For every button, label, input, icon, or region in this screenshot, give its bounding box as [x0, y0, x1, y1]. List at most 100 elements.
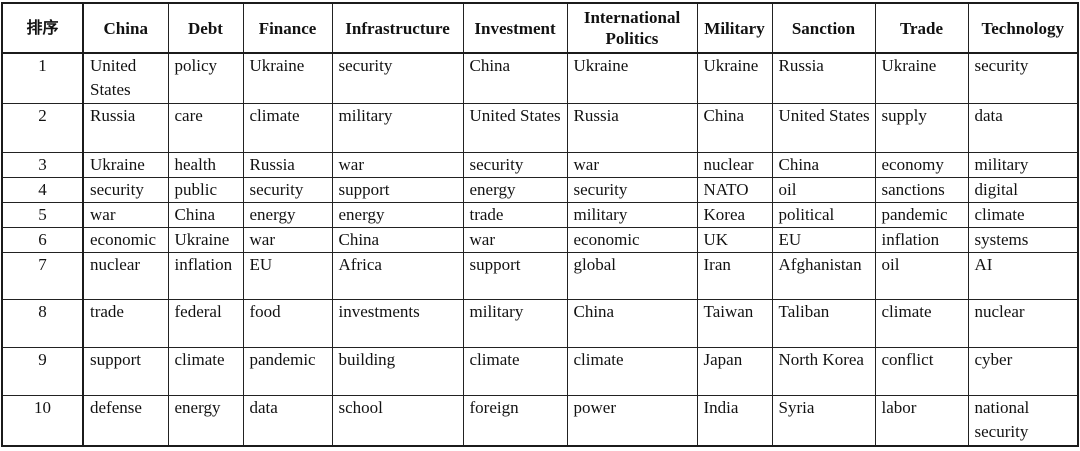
cell: security	[967, 52, 1079, 104]
rank-cell: 1	[1, 52, 84, 104]
rank-cell: 10	[1, 394, 84, 447]
cell: climate	[462, 346, 568, 396]
cell: trade	[82, 298, 169, 348]
cell: climate	[167, 346, 244, 396]
column-header: Sanction	[771, 2, 876, 54]
cell: North Korea	[771, 346, 876, 396]
cell: economy	[874, 151, 969, 178]
cell: investments	[331, 298, 464, 348]
table-row: 10 defense energy data school foreign power Ind…	[1, 394, 1079, 447]
column-header: Trade	[874, 2, 969, 54]
cell: nuclear	[696, 151, 773, 178]
cell: war	[331, 151, 464, 178]
rank-cell: 2	[1, 102, 84, 153]
cell: energy	[167, 394, 244, 447]
cell: security	[82, 176, 169, 203]
table-row: 9 support climate pandemic building climate cl…	[1, 346, 1079, 396]
table-row: 1 United States policy Ukraine security China…	[1, 52, 1079, 104]
cell: security	[462, 151, 568, 178]
column-header: Military	[696, 2, 773, 54]
cell: Ukraine	[242, 52, 333, 104]
cell: war	[462, 226, 568, 253]
cell: pandemic	[242, 346, 333, 396]
cell: Russia	[771, 52, 876, 104]
table-row: 3 Ukraine health Russia war security war nuclea…	[1, 151, 1079, 178]
rank-cell: 9	[1, 346, 84, 396]
column-header: Infrastructure	[331, 2, 464, 54]
cell: climate	[874, 298, 969, 348]
table-row: 5 war China energy energy trade military Korea p…	[1, 201, 1079, 228]
cell: AI	[967, 251, 1079, 300]
cell: China	[771, 151, 876, 178]
column-header: Investment	[462, 2, 568, 54]
rank-cell: 3	[1, 151, 84, 178]
cell: federal	[167, 298, 244, 348]
cell: global	[566, 251, 698, 300]
cell: climate	[566, 346, 698, 396]
cell: building	[331, 346, 464, 396]
cell: military	[566, 201, 698, 228]
cell: economic	[566, 226, 698, 253]
cell: security	[331, 52, 464, 104]
cell: data	[967, 102, 1079, 153]
cell: health	[167, 151, 244, 178]
cell: Ukraine	[874, 52, 969, 104]
cell: Ukraine	[696, 52, 773, 104]
table-row: 7 nuclear inflation EU Africa support global Ir…	[1, 251, 1079, 300]
cell: NATO	[696, 176, 773, 203]
rank-cell: 6	[1, 226, 84, 253]
cell: policy	[167, 52, 244, 104]
cell: security	[242, 176, 333, 203]
cell: Russia	[82, 102, 169, 153]
cell: supply	[874, 102, 969, 153]
cell: United States	[462, 102, 568, 153]
column-header: Debt	[167, 2, 244, 54]
cell: sanctions	[874, 176, 969, 203]
cell: United States	[82, 52, 169, 104]
cell: China	[167, 201, 244, 228]
rank-cell: 5	[1, 201, 84, 228]
cell: foreign	[462, 394, 568, 447]
cell: digital	[967, 176, 1079, 203]
cell: systems	[967, 226, 1079, 253]
cell: Afghanistan	[771, 251, 876, 300]
column-header: China	[82, 2, 169, 54]
cell: support	[82, 346, 169, 396]
cell: India	[696, 394, 773, 447]
cell: China	[331, 226, 464, 253]
cell: energy	[331, 201, 464, 228]
cell: war	[82, 201, 169, 228]
table-row: 6 economic Ukraine war China war economic UK EU i…	[1, 226, 1079, 253]
rank-cell: 4	[1, 176, 84, 203]
cell: military	[331, 102, 464, 153]
cell: military	[967, 151, 1079, 178]
cell: inflation	[167, 251, 244, 300]
cell: support	[462, 251, 568, 300]
cell: Ukraine	[82, 151, 169, 178]
cell: Russia	[566, 102, 698, 153]
cell: cyber	[967, 346, 1079, 396]
cell: China	[462, 52, 568, 104]
column-header: Technology	[967, 2, 1079, 54]
cell: Japan	[696, 346, 773, 396]
cell: political	[771, 201, 876, 228]
cell: Taiwan	[696, 298, 773, 348]
cell: UK	[696, 226, 773, 253]
cell: food	[242, 298, 333, 348]
cell: China	[696, 102, 773, 153]
cell: inflation	[874, 226, 969, 253]
column-header: International Politics	[566, 2, 698, 54]
table-row: 4 security public security support energy secu…	[1, 176, 1079, 203]
cell: energy	[242, 201, 333, 228]
cell: data	[242, 394, 333, 447]
header-row: 排序 China Debt Finance Infrastructure Investm…	[1, 2, 1079, 54]
cell: defense	[82, 394, 169, 447]
cell: trade	[462, 201, 568, 228]
cell: economic	[82, 226, 169, 253]
cell: war	[242, 226, 333, 253]
rank-cell: 7	[1, 251, 84, 300]
cell: public	[167, 176, 244, 203]
cell: climate	[242, 102, 333, 153]
cell: conflict	[874, 346, 969, 396]
cell: China	[566, 298, 698, 348]
